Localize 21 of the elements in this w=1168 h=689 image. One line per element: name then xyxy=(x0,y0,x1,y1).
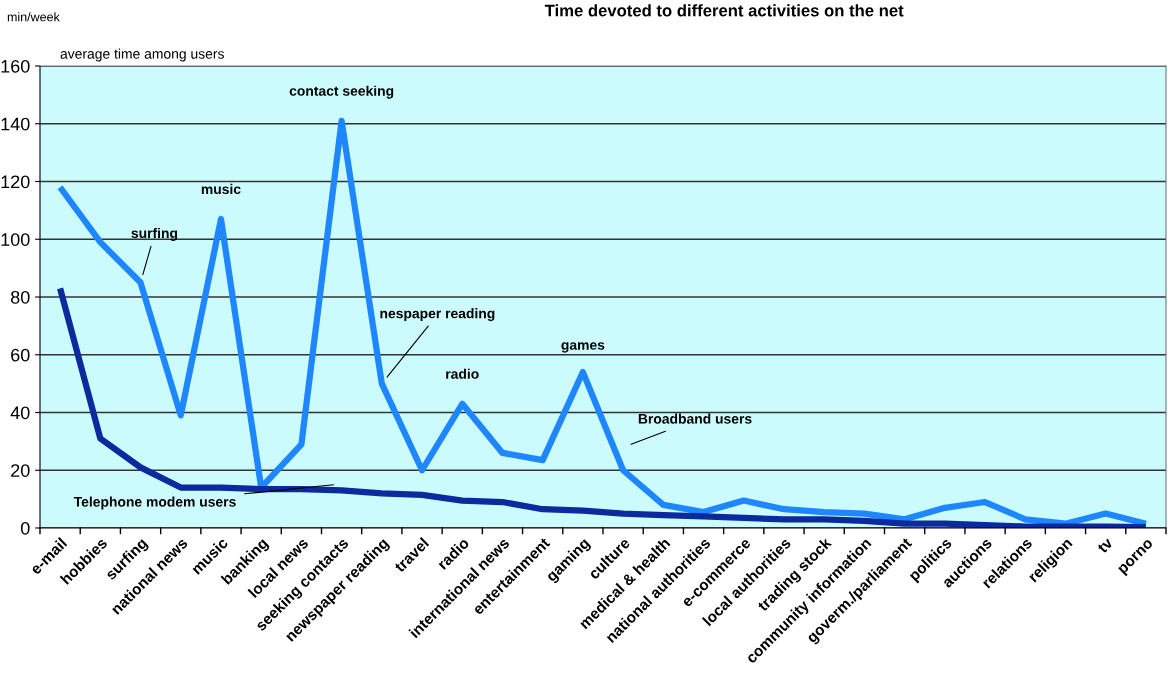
chart-subtitle: average time among users xyxy=(60,48,224,62)
chart-title: Time devoted to different activities on the net xyxy=(544,4,904,17)
y-tick-label: 140 xyxy=(1,117,30,131)
y-tick-label: 120 xyxy=(1,175,30,189)
y-tick-label: 100 xyxy=(1,233,30,246)
y-axis-title: min/week xyxy=(7,12,60,22)
y-tick-label: 20 xyxy=(11,464,30,477)
annotation: nespaper reading xyxy=(380,308,495,322)
y-tick-label: 60 xyxy=(11,348,30,362)
series-label: Telephone modem users xyxy=(73,496,236,510)
text: Broadband users xyxy=(638,413,752,424)
y-tick-label: 160 xyxy=(1,59,30,73)
y-tick-label: 0 xyxy=(20,521,30,535)
annotation: music xyxy=(201,183,241,195)
annotation: contact seeking xyxy=(289,85,394,99)
y-tick-label: 40 xyxy=(10,406,30,420)
x-tick-label: tv xyxy=(1096,537,1114,554)
y-tick-label: 80 xyxy=(10,290,30,304)
annotation: games xyxy=(561,342,605,353)
annotation: radio xyxy=(446,368,479,379)
annotation: surfing xyxy=(131,227,178,241)
